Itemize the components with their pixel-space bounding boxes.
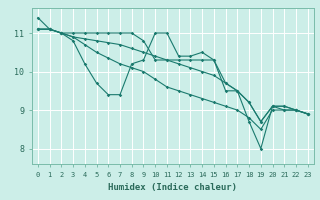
X-axis label: Humidex (Indice chaleur): Humidex (Indice chaleur) [108,183,237,192]
